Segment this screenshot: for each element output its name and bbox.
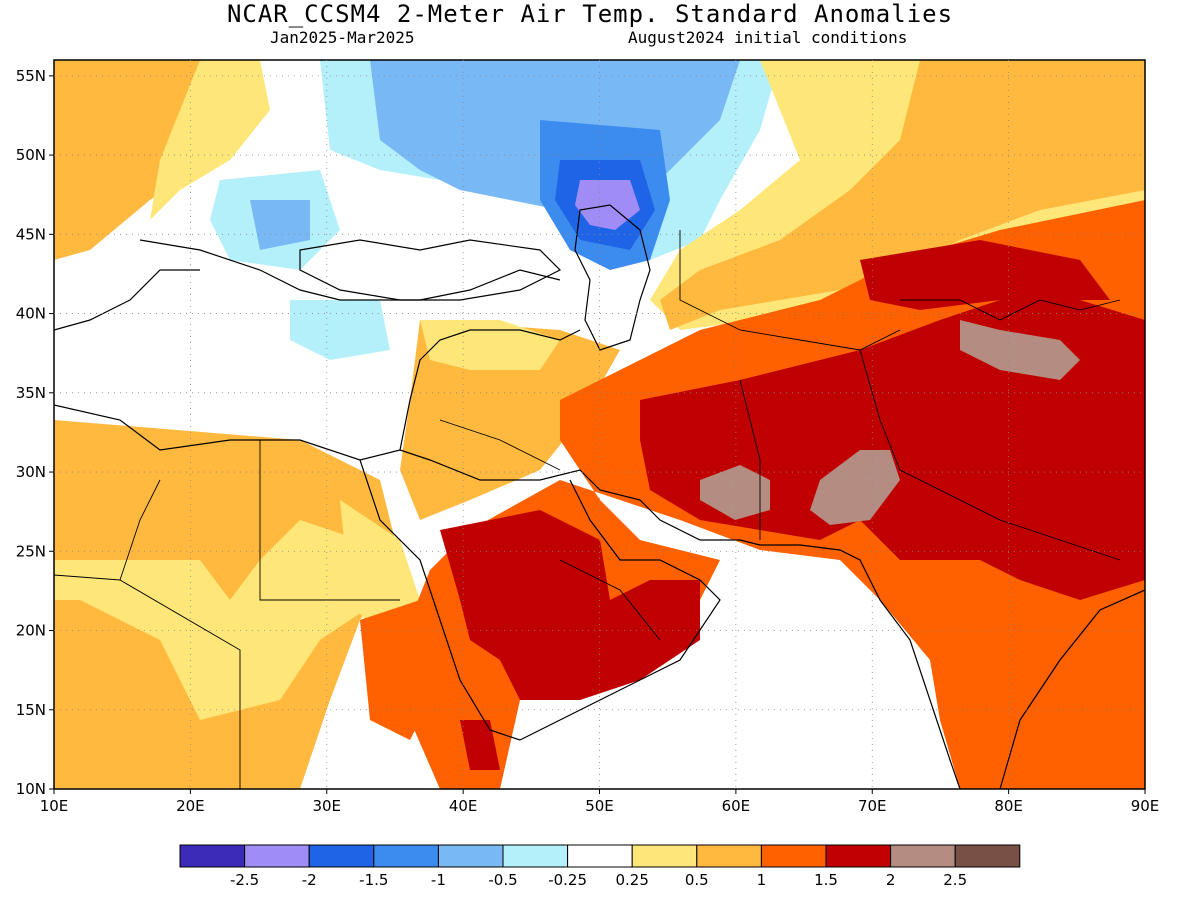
lat-tick-label: 30N (16, 463, 46, 481)
lat-tick-label: 40N (16, 305, 46, 323)
lon-tick-label: 10E (40, 797, 69, 815)
colorbar-label: -0.25 (548, 871, 587, 889)
colorbar-label: 1 (757, 871, 767, 889)
lat-tick-label: 55N (16, 67, 46, 85)
lon-tick-label: 70E (858, 797, 887, 815)
lat-tick-label: 15N (16, 701, 46, 719)
colorbar: -2.5 -2 -1.5 -1 -0.5 -0.25 0.25 0.5 1 1.5 2 2.5 (179, 844, 1021, 889)
colorbar-label: -2 (302, 871, 317, 889)
lon-tick-label: 90E (1131, 797, 1160, 815)
map-title: NCAR_CCSM4 2-Meter Air Temp. Standard An… (226, 0, 954, 28)
colorbar-swatch (373, 844, 439, 868)
colorbar-label: -0.5 (488, 871, 517, 889)
lat-tick-label: 45N (16, 225, 46, 243)
colorbar-swatch (502, 844, 569, 868)
lat-tick-label: 50N (16, 146, 46, 164)
colorbar-swatch (244, 844, 310, 868)
lon-tick-label: 20E (176, 797, 205, 815)
lat-tick-label: 10N (16, 780, 46, 798)
colorbar-swatch (760, 844, 827, 868)
borders (53, 230, 1121, 789)
axis-ticks: 10E 20E 30E 40E 50E 60E 70E 80E 90E 10N 15N 20N 25N 3… (16, 67, 1160, 815)
lon-tick-label: 60E (722, 797, 751, 815)
colorbar-label: 0.5 (685, 871, 709, 889)
colorbar-swatch (308, 844, 375, 868)
colorbar-label: -1.5 (359, 871, 388, 889)
colorbar-swatch (890, 844, 956, 868)
colorbar-label: 2.5 (943, 871, 967, 889)
lon-tick-label: 80E (994, 797, 1023, 815)
colorbar-swatch (954, 844, 1021, 868)
lon-tick-label: 40E (449, 797, 478, 815)
colorbar-label: 2 (886, 871, 896, 889)
colorbar-swatch (825, 844, 892, 868)
colorbar-swatch (567, 844, 633, 868)
coastlines (54, 204, 1145, 789)
colorbar-swatch (631, 844, 698, 868)
colorbar-swatch (696, 844, 762, 868)
colorbar-swatch (179, 844, 246, 868)
lat-tick-label: 25N (16, 542, 46, 560)
colorbar-label: -2.5 (230, 871, 259, 889)
anomaly-fill (54, 60, 1145, 789)
lon-tick-label: 50E (585, 797, 614, 815)
lat-tick-label: 35N (16, 384, 46, 402)
colorbar-label: 0.25 (615, 871, 648, 889)
lon-tick-label: 30E (312, 797, 341, 815)
forecast-period: Jan2025-Mar2025 (270, 28, 415, 47)
colorbar-label: 1.5 (814, 871, 838, 889)
colorbar-swatch (437, 844, 504, 868)
initial-conditions: August2024 initial conditions (628, 28, 908, 47)
colorbar-label: -1 (431, 871, 446, 889)
lat-tick-label: 20N (16, 622, 46, 640)
